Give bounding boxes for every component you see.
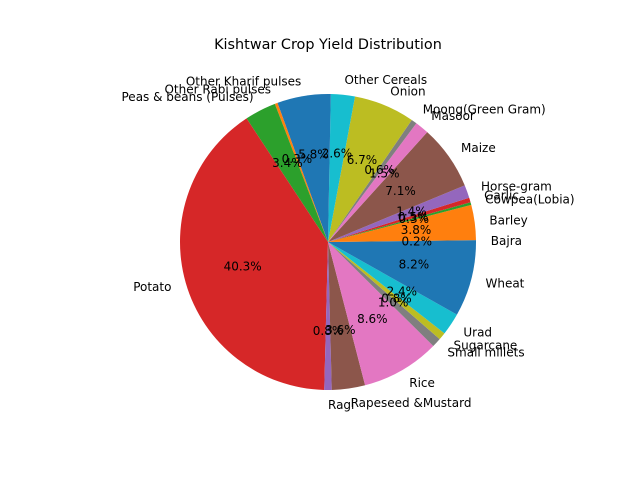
slice-label-small-millets: Small millets [447, 346, 524, 360]
pie-slice-onion [328, 96, 412, 243]
pie-slice-ragi [324, 242, 332, 390]
pie-slice-rapeseed-mustard [328, 242, 366, 390]
slice-percent-maize: 7.1% [385, 184, 416, 198]
slice-percent-rice: 8.6% [357, 312, 388, 326]
pie-slice-barley [328, 204, 476, 242]
slice-label-other-rabi-pulses: Other Rabi pulses [164, 83, 271, 97]
slice-percent-potato: 40.3% [224, 259, 262, 273]
pie-slice-other-cereals [328, 94, 356, 242]
slice-label-barley: Barley [489, 213, 527, 227]
slice-label-other-kharif-pulses: Other Kharif pulses [186, 74, 301, 88]
slice-percent-rapeseed-mustard: 3.6% [325, 323, 356, 337]
slice-label-moong-green-gram: Moong(Green Gram) [423, 103, 546, 117]
pie-slice-potato [180, 118, 328, 390]
pie-slice-cowpea-lobia [328, 202, 472, 242]
slice-label-onion: Onion [390, 85, 425, 99]
slice-label-sugarcane: Sugarcane [454, 339, 518, 353]
pie-slice-bajra [328, 240, 477, 242]
slice-label-ragi: Ragi [328, 398, 354, 412]
slice-label-other-cereals: Other Cereals [344, 73, 427, 87]
slice-label-garlic: Garlic [484, 189, 519, 203]
chart-title: Kishtwar Crop Yield Distribution [214, 37, 442, 53]
slice-percent-barley: 3.8% [401, 223, 432, 237]
slice-percent-ragi: 0.8% [313, 324, 344, 338]
pie-slice-urad [328, 242, 457, 334]
slice-percent-cowpea-lobia: 0.3% [399, 212, 430, 226]
slice-label-rice: Rice [409, 376, 435, 390]
slice-percent-other-rabi-pulses: 0.3% [282, 152, 313, 166]
slice-percent-sugarcane: 0.8% [381, 292, 412, 306]
slice-label-horse-gram: Horse-gram [481, 179, 552, 193]
slice-label-peas-beans-pulses: Peas & beans (Pulses) [122, 90, 254, 104]
slice-label-maize: Maize [461, 141, 496, 155]
slice-percent-wheat: 8.2% [399, 258, 430, 272]
slice-label-potato: Potato [133, 280, 171, 294]
slice-percent-horse-gram: 1.4% [396, 205, 427, 219]
pie-slice-masoor [328, 123, 428, 242]
slice-percent-other-kharif-pulses: 5.8% [298, 147, 329, 161]
slice-label-wheat: Wheat [485, 276, 524, 290]
pie-slice-garlic [328, 197, 471, 242]
slice-percent-moong-green-gram: 0.6% [364, 163, 395, 177]
pie-slice-other-kharif-pulses [277, 94, 331, 243]
slice-label-bajra: Bajra [491, 234, 522, 248]
slice-percent-bajra: 0.2% [402, 234, 433, 248]
pie-labels: Bajra 0.2% Barley 3.8% Cowpea(Lobia) 0.3% Garl… [122, 73, 575, 412]
pie-slice-wheat [328, 242, 476, 315]
pie-slice-horse-gram [328, 185, 470, 242]
slice-label-rapeseed-mustard: Rapeseed &Mustard [351, 396, 472, 410]
pie-slices [180, 94, 477, 390]
pie-slice-moong-green-gram [328, 119, 417, 242]
slice-label-masoor: Masoor [431, 109, 475, 123]
slice-percent-garlic: 0.5% [398, 210, 429, 224]
slice-label-urad: Urad [463, 325, 492, 339]
slice-percent-small-millets: 1.0% [378, 295, 409, 309]
pie-slice-maize [328, 132, 465, 242]
slice-label-cowpea-lobia: Cowpea(Lobia) [485, 193, 574, 207]
slice-percent-other-cereals: 2.6% [322, 147, 353, 161]
pie-slice-peas-beans-pulses [246, 103, 328, 243]
slice-percent-masoor: 1.5% [369, 166, 400, 180]
slice-percent-onion: 6.7% [347, 153, 378, 167]
pie-slice-small-millets [328, 242, 440, 346]
pie-slice-rice [328, 242, 434, 386]
slice-percent-urad: 2.4% [387, 284, 418, 298]
slice-percent-peas-beans-pulses: 3.4% [272, 156, 303, 170]
pie-slice-other-rabi-pulses [274, 102, 328, 242]
pie-slice-sugarcane [328, 242, 445, 340]
